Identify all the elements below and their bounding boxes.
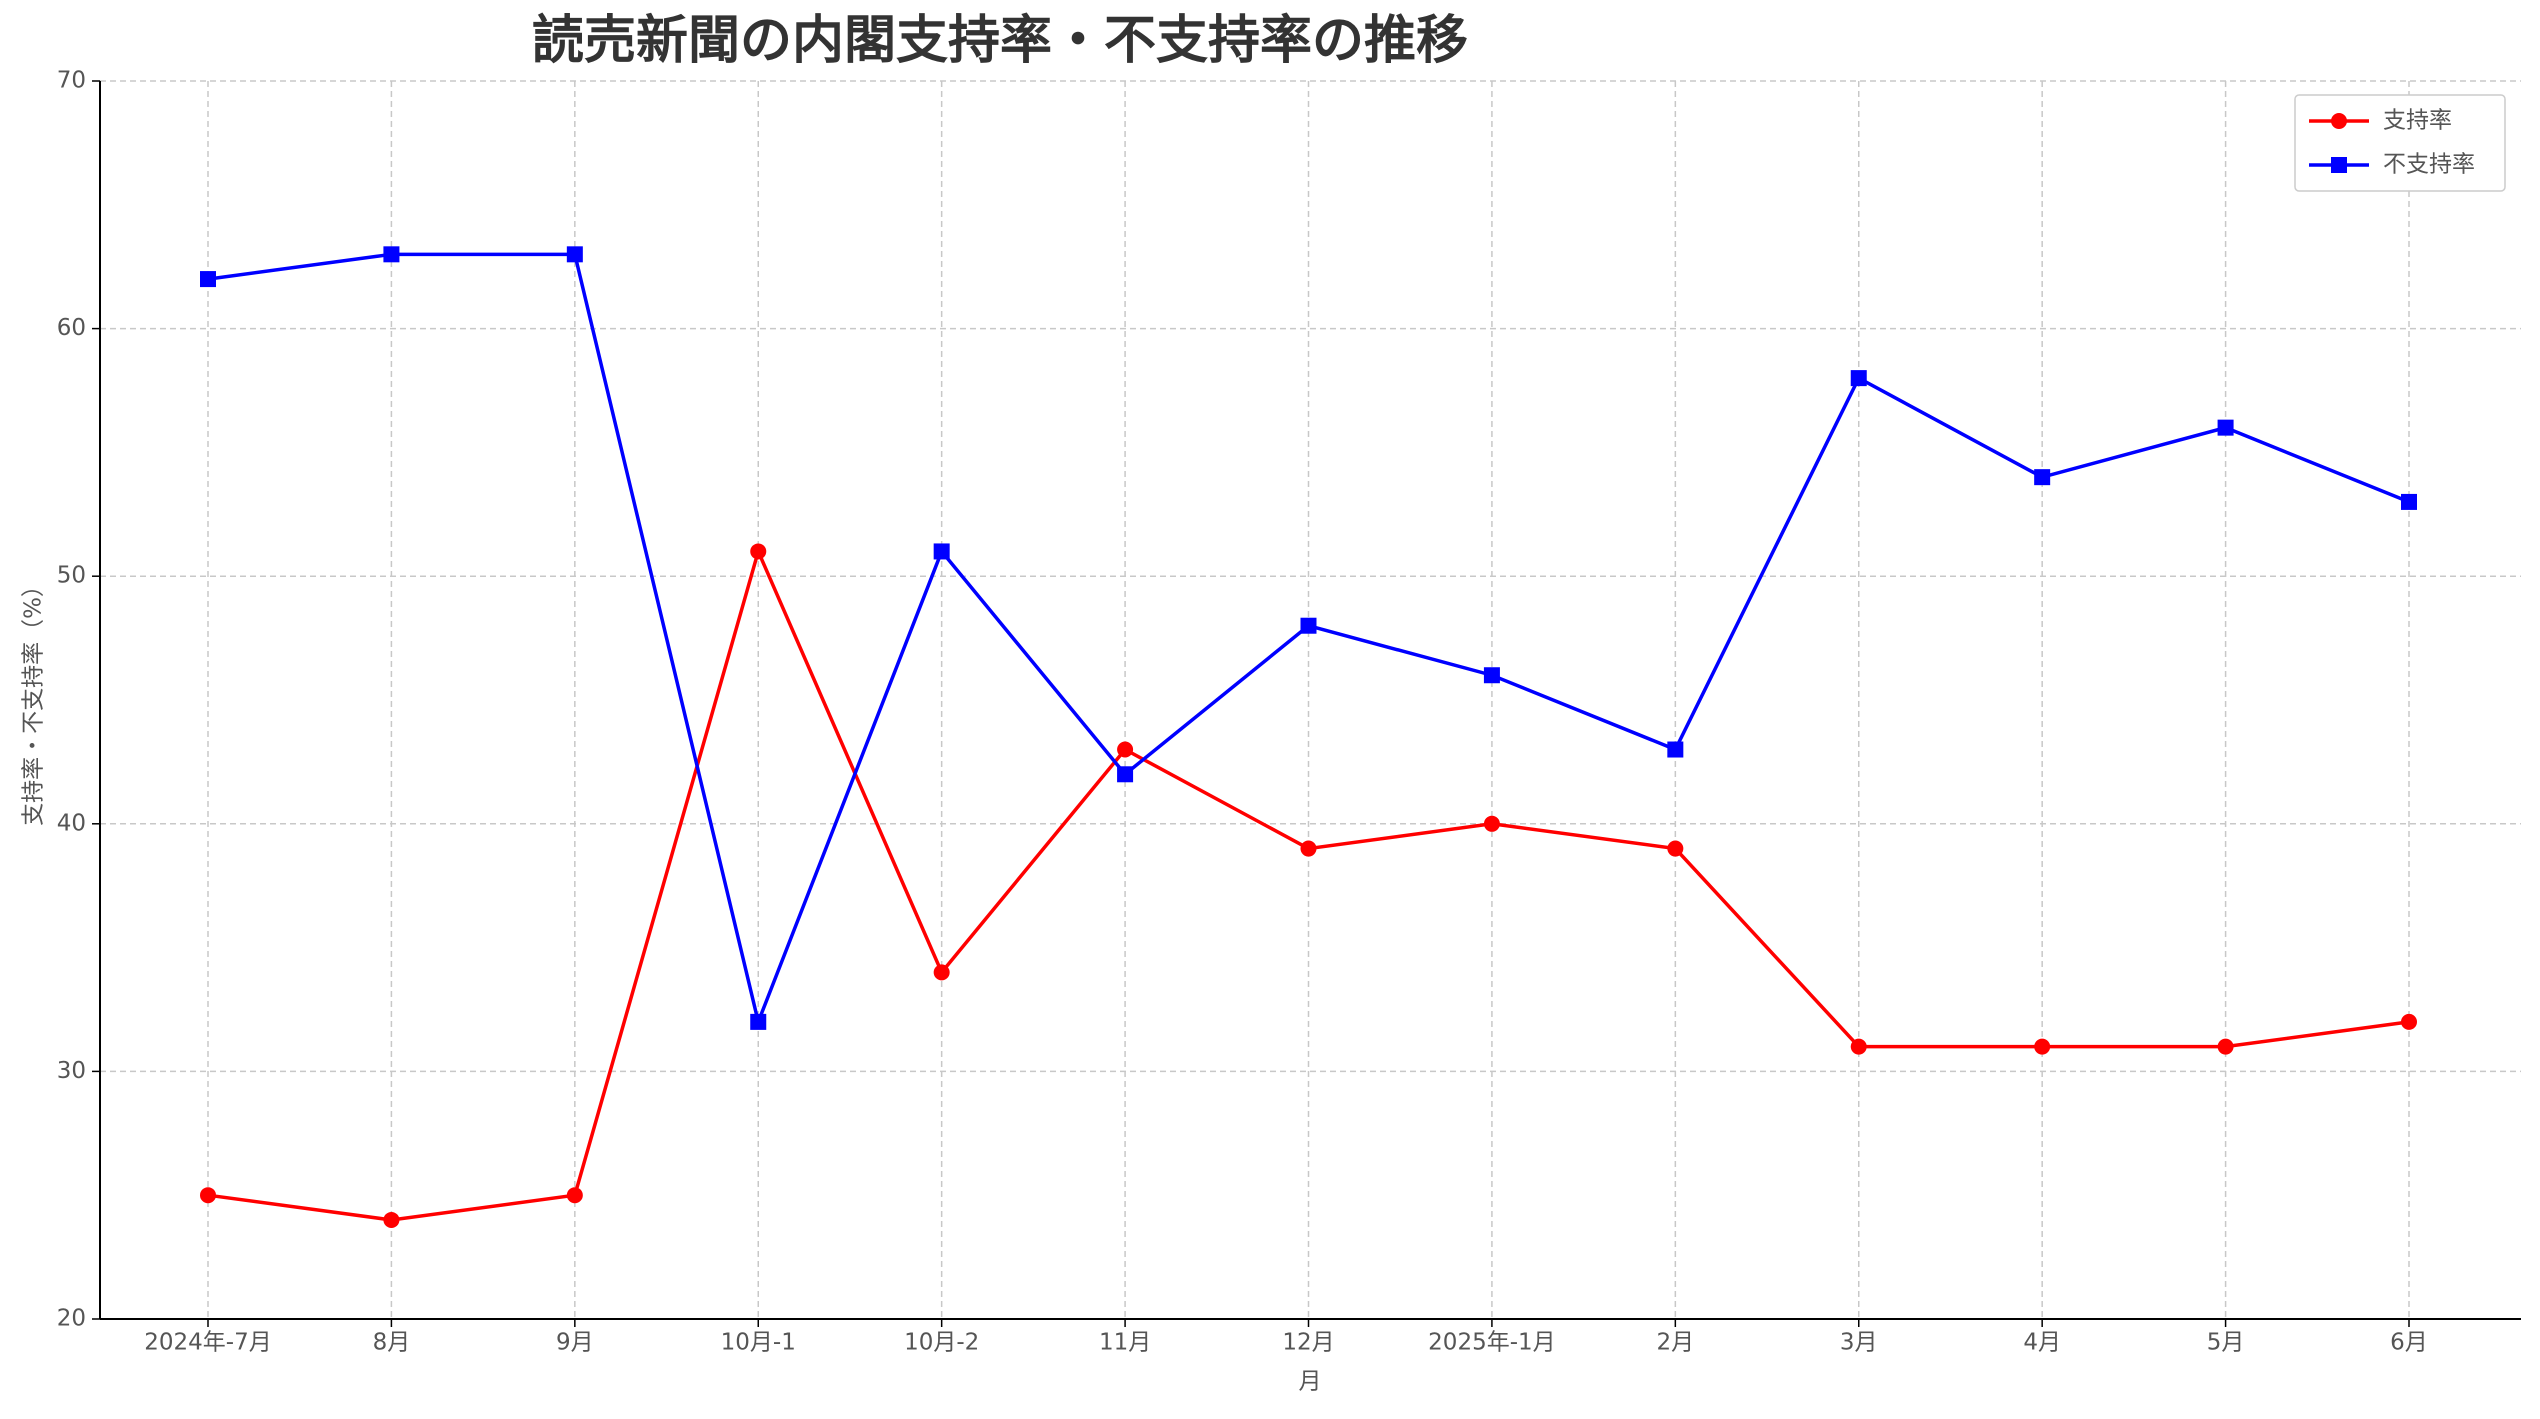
marker xyxy=(1117,766,1134,783)
marker xyxy=(1667,840,1684,857)
x-tick-label: 2024年-7月 xyxy=(144,1330,271,1356)
marker xyxy=(2034,1038,2051,1055)
y-tick-label: 40 xyxy=(57,810,86,836)
marker xyxy=(750,543,767,560)
marker xyxy=(1850,370,1867,387)
legend-box xyxy=(2294,94,2506,192)
marker xyxy=(1667,741,1684,758)
x-tick-label: 8月 xyxy=(373,1330,411,1356)
marker xyxy=(200,1187,216,1204)
marker xyxy=(1300,617,1317,634)
x-tick-label: 4月 xyxy=(2023,1330,2061,1356)
x-tick-label: 12月 xyxy=(1282,1330,1334,1356)
marker xyxy=(1483,667,1500,684)
chart-title: 読売新聞の内閣支持率・不支持率の推移 xyxy=(532,11,1468,71)
y-tick-label: 20 xyxy=(57,1306,86,1332)
marker xyxy=(566,246,583,263)
x-tick-label: 5月 xyxy=(2207,1330,2245,1356)
x-tick-label: 2025年-1月 xyxy=(1428,1330,1555,1356)
marker xyxy=(2034,469,2051,486)
marker xyxy=(200,271,216,288)
x-tick-label: 10月-2 xyxy=(904,1330,979,1356)
x-axis-label: 月 xyxy=(1299,1369,1322,1395)
marker xyxy=(2401,493,2417,510)
x-tick-label: 9月 xyxy=(556,1330,594,1356)
marker xyxy=(750,1013,767,1030)
x-tick-label: 2月 xyxy=(1657,1330,1695,1356)
x-tick-label: 10月-1 xyxy=(721,1330,796,1356)
marker xyxy=(1850,1038,1867,1055)
marker xyxy=(2217,419,2234,436)
y-tick-label: 30 xyxy=(57,1058,86,1084)
x-tick-label: 3月 xyxy=(1840,1330,1878,1356)
marker xyxy=(2401,1013,2417,1030)
legend-label: 支持率 xyxy=(2383,108,2452,134)
y-tick-label: 70 xyxy=(57,68,86,94)
x-tick-label: 6月 xyxy=(2390,1330,2428,1356)
marker xyxy=(1300,840,1317,857)
x-tick-label: 11月 xyxy=(1099,1330,1151,1356)
y-tick-label: 50 xyxy=(57,563,86,589)
marker xyxy=(383,246,400,263)
marker xyxy=(383,1211,400,1228)
marker xyxy=(1483,815,1500,832)
legend-label: 不支持率 xyxy=(2383,152,2475,178)
marker xyxy=(933,543,950,560)
legend-marker xyxy=(2331,157,2347,173)
y-tick-label: 60 xyxy=(57,315,86,341)
marker xyxy=(933,964,950,981)
marker xyxy=(2217,1038,2234,1055)
marker xyxy=(1117,741,1134,758)
y-axis-label: 支持率・不支持率（%） xyxy=(21,574,47,826)
marker xyxy=(566,1187,583,1204)
legend-marker xyxy=(2331,113,2347,129)
